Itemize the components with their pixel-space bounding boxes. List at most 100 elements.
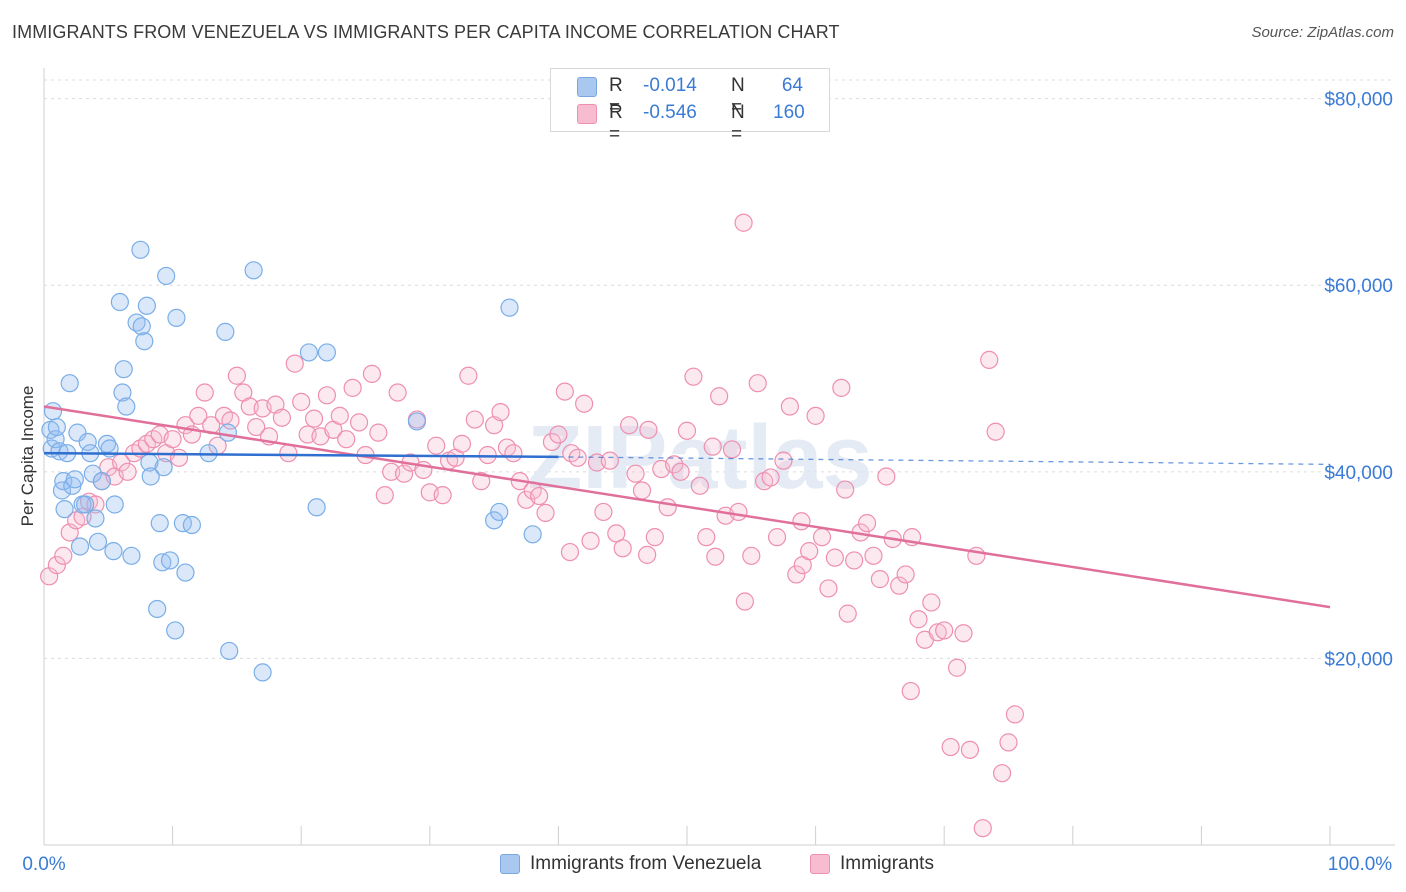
legend-label: Immigrants from Venezuela — [530, 853, 762, 874]
point-immigrants — [774, 451, 793, 470]
point-immigrants — [195, 383, 214, 402]
point-immigrants — [560, 542, 580, 562]
point-immigrants — [954, 624, 973, 643]
point-venezuela — [167, 308, 186, 327]
point-immigrants — [767, 528, 787, 547]
point-immigrants — [645, 528, 664, 547]
point-immigrants — [677, 421, 697, 440]
point-venezuela — [157, 266, 176, 286]
point-venezuela — [131, 240, 150, 259]
point-immigrants — [613, 539, 632, 558]
legend-swatch-immigrants — [810, 854, 830, 874]
n-value: 64 — [781, 75, 803, 96]
point-venezuela — [500, 298, 519, 317]
point-immigrants — [806, 406, 825, 425]
point-immigrants — [909, 610, 928, 629]
point-immigrants — [536, 503, 555, 522]
point-immigrants — [748, 374, 767, 393]
point-venezuela — [113, 383, 132, 402]
point-immigrants — [697, 528, 716, 547]
point-immigrants — [330, 406, 349, 425]
point-immigrants — [901, 681, 920, 701]
point-immigrants — [375, 486, 394, 505]
point-venezuela — [55, 500, 74, 519]
point-immigrants — [787, 565, 806, 584]
point-immigrants — [928, 623, 947, 642]
r-value: -0.546 — [643, 102, 697, 123]
point-immigrants — [163, 430, 182, 449]
point-immigrants — [896, 565, 915, 584]
point-immigrants — [864, 546, 883, 565]
point-immigrants — [992, 764, 1012, 783]
point-immigrants — [189, 406, 208, 425]
point-venezuela — [148, 599, 167, 619]
point-immigrants — [568, 448, 587, 467]
point-immigrants — [394, 464, 414, 483]
point-venezuela — [317, 343, 337, 362]
point-venezuela — [52, 481, 72, 500]
point-immigrants — [690, 476, 709, 495]
point-immigrants — [734, 213, 753, 232]
n-label: N = — [731, 75, 745, 118]
point-immigrants — [504, 444, 523, 463]
point-immigrants — [729, 502, 748, 522]
point-immigrants — [857, 514, 877, 533]
point-venezuela — [68, 423, 87, 442]
point-immigrants — [832, 378, 851, 397]
point-immigrants — [54, 546, 73, 565]
point-immigrants — [800, 542, 819, 561]
point-immigrants — [304, 409, 324, 428]
n-value: 160 — [773, 102, 805, 123]
point-immigrants — [272, 408, 292, 427]
point-immigrants — [922, 593, 941, 612]
point-immigrants — [761, 468, 780, 487]
point-venezuela — [117, 397, 136, 416]
legend-swatch-venezuela — [577, 77, 597, 97]
point-immigrants — [658, 498, 677, 517]
point-immigrants — [706, 547, 725, 566]
point-immigrants — [549, 425, 568, 444]
point-venezuela — [105, 495, 124, 514]
point-immigrants — [285, 354, 304, 373]
point-immigrants — [638, 545, 657, 564]
y-tick-label: $40,000 — [1324, 463, 1393, 484]
point-immigrants — [877, 467, 896, 486]
point-venezuela — [173, 514, 192, 533]
trend-line-venezuela-extension — [558, 456, 1331, 466]
point-venezuela — [182, 515, 201, 535]
point-immigrants — [343, 378, 362, 397]
point-venezuela — [160, 551, 180, 570]
trend-line-venezuela — [43, 451, 559, 459]
legend-swatch-immigrants — [577, 104, 597, 124]
point-immigrants — [960, 740, 980, 759]
point-immigrants — [819, 579, 838, 598]
y-tick-label: $60,000 — [1324, 276, 1393, 297]
point-immigrants — [427, 436, 446, 455]
point-venezuela — [307, 498, 326, 517]
point-immigrants — [47, 556, 66, 575]
point-immigrants — [812, 528, 832, 547]
point-immigrants — [838, 604, 857, 623]
point-venezuela — [218, 423, 237, 442]
point-immigrants — [337, 430, 356, 449]
point-immigrants — [247, 417, 266, 437]
point-immigrants — [349, 413, 369, 432]
r-label: R = — [609, 75, 623, 118]
point-immigrants — [472, 472, 491, 491]
chart-title: IMMIGRANTS FROM VENEZUELA VS IMMIGRANTS … — [12, 22, 840, 42]
point-venezuela — [141, 467, 160, 486]
point-immigrants — [742, 546, 761, 565]
point-immigrants — [575, 394, 594, 413]
point-venezuela — [104, 542, 123, 561]
point-venezuela — [110, 292, 129, 312]
point-immigrants — [620, 416, 639, 435]
point-immigrants — [362, 364, 382, 383]
point-immigrants — [947, 658, 967, 677]
point-venezuela — [137, 296, 156, 315]
point-venezuela — [490, 502, 509, 522]
point-venezuela — [523, 525, 542, 544]
point-immigrants — [703, 437, 722, 456]
point-immigrants — [845, 551, 864, 570]
tick-labels: $20,000 $40,000 $60,000 $80,000 0.0% 100.0% — [22, 90, 1393, 875]
